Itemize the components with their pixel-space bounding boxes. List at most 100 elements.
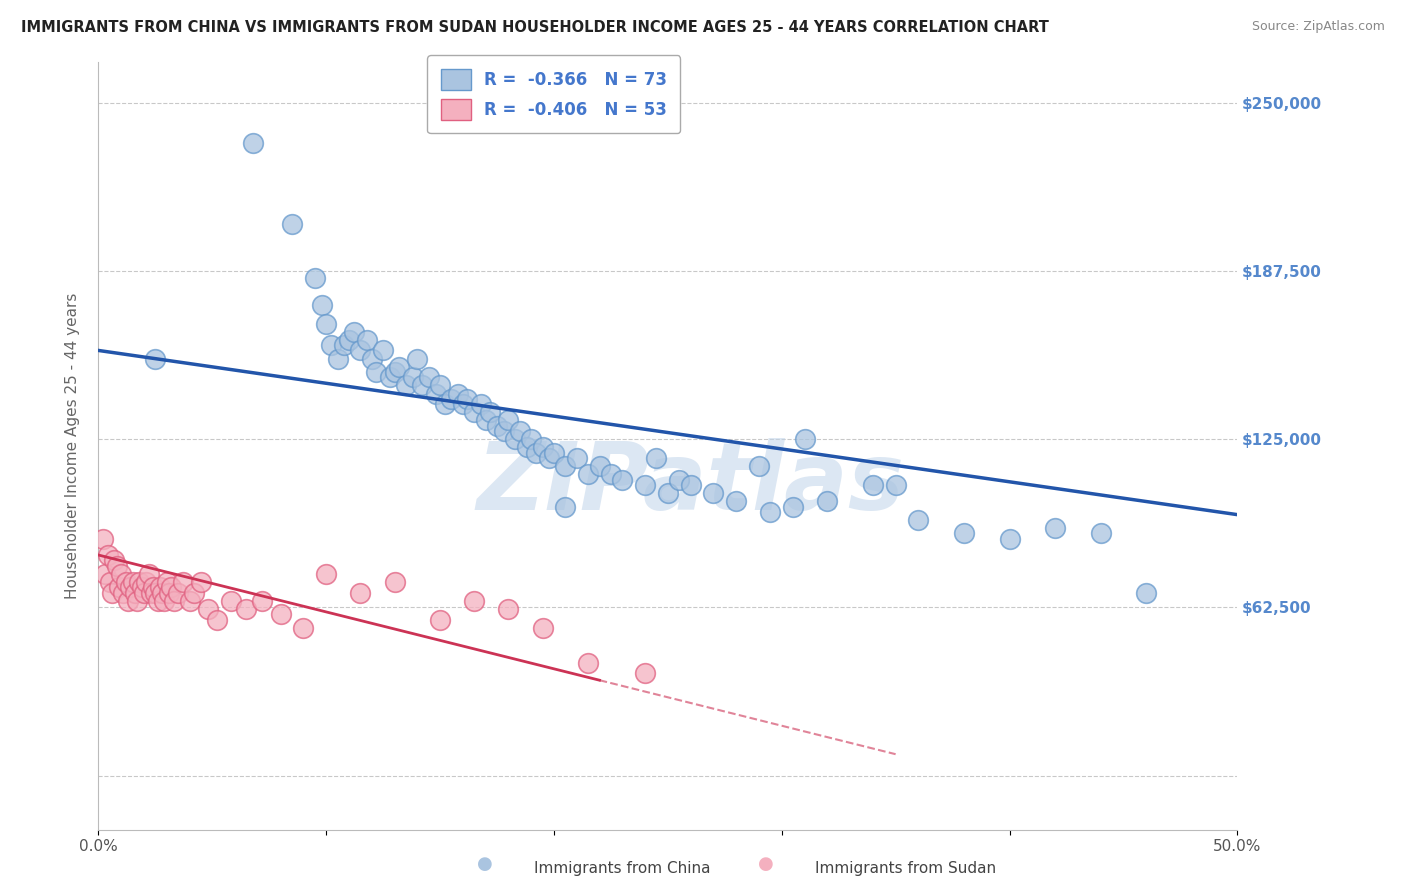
Point [1090, 526, 1112, 541]
Point [131, 580, 153, 594]
Point [538, 451, 561, 466]
Point [349, 585, 371, 599]
Point [406, 351, 429, 366]
Point [565, 451, 588, 466]
Legend: R =  -0.366   N = 73, R =  -0.406   N = 53: R = -0.366 N = 73, R = -0.406 N = 53 [427, 55, 681, 133]
Point [162, 594, 184, 608]
Point [103, 553, 125, 567]
Point [679, 478, 702, 492]
Point [145, 585, 167, 599]
Point [953, 526, 976, 541]
Point [384, 365, 406, 379]
Point [433, 397, 456, 411]
Point [516, 441, 538, 455]
Point [190, 574, 212, 589]
Point [388, 359, 411, 374]
Point [160, 580, 183, 594]
Point [120, 580, 142, 594]
Point [315, 317, 337, 331]
Point [371, 343, 394, 358]
Point [157, 585, 180, 599]
Text: IMMIGRANTS FROM CHINA VS IMMIGRANTS FROM SUDAN HOUSEHOLDER INCOME AGES 25 - 44 Y: IMMIGRANTS FROM CHINA VS IMMIGRANTS FROM… [21, 20, 1049, 35]
Point [815, 494, 838, 508]
Point [402, 370, 425, 384]
Point [520, 432, 543, 446]
Point [292, 621, 315, 635]
Point [132, 585, 155, 599]
Text: ●: ● [758, 855, 775, 873]
Point [384, 574, 406, 589]
Point [411, 378, 433, 392]
Point [197, 602, 219, 616]
Point [172, 574, 194, 589]
Point [333, 338, 356, 352]
Point [998, 532, 1021, 546]
Point [470, 397, 492, 411]
Point [94, 566, 117, 581]
Point [146, 594, 169, 608]
Point [101, 585, 124, 599]
Point [149, 580, 172, 594]
Point [337, 333, 360, 347]
Point [576, 656, 599, 670]
Point [418, 370, 440, 384]
Point [342, 325, 364, 339]
Point [634, 478, 657, 492]
Point [108, 580, 131, 594]
Point [588, 459, 610, 474]
Point [311, 298, 333, 312]
Point [366, 365, 388, 379]
Point [425, 386, 447, 401]
Point [139, 585, 162, 599]
Point [498, 602, 520, 616]
Point [356, 333, 378, 347]
Point [349, 343, 371, 358]
Point [315, 566, 337, 581]
Point [96, 548, 118, 562]
Text: Immigrants from China: Immigrants from China [534, 861, 711, 876]
Point [205, 613, 228, 627]
Point [138, 566, 160, 581]
Point [447, 386, 470, 401]
Point [124, 585, 146, 599]
Point [884, 478, 907, 492]
Point [702, 486, 724, 500]
Point [907, 513, 929, 527]
Point [183, 585, 205, 599]
Point [600, 467, 623, 482]
Point [440, 392, 463, 406]
Point [1135, 585, 1157, 599]
Point [498, 413, 520, 427]
Point [128, 574, 150, 589]
Point [509, 424, 531, 438]
Point [1043, 521, 1066, 535]
Point [235, 602, 257, 616]
Point [543, 446, 565, 460]
Point [167, 585, 190, 599]
Point [252, 594, 274, 608]
Point [612, 473, 634, 487]
Point [242, 136, 264, 151]
Point [378, 370, 401, 384]
Text: Immigrants from Sudan: Immigrants from Sudan [815, 861, 997, 876]
Text: ●: ● [477, 855, 494, 873]
Point [725, 494, 748, 508]
Point [91, 532, 114, 546]
Point [121, 574, 143, 589]
Point [360, 351, 382, 366]
Point [179, 594, 201, 608]
Point [576, 467, 599, 482]
Point [304, 270, 326, 285]
Point [429, 378, 451, 392]
Point [145, 351, 167, 366]
Point [98, 574, 121, 589]
Point [117, 594, 139, 608]
Point [142, 580, 165, 594]
Point [657, 486, 679, 500]
Point [112, 585, 135, 599]
Text: Source: ZipAtlas.com: Source: ZipAtlas.com [1251, 20, 1385, 33]
Point [531, 441, 554, 455]
Point [479, 405, 502, 419]
Text: ZIPatlas: ZIPatlas [477, 438, 904, 531]
Point [782, 500, 804, 514]
